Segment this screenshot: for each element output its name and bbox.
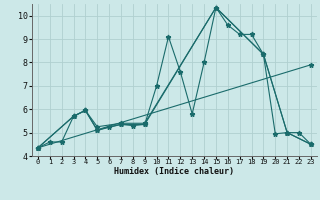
- X-axis label: Humidex (Indice chaleur): Humidex (Indice chaleur): [115, 167, 234, 176]
